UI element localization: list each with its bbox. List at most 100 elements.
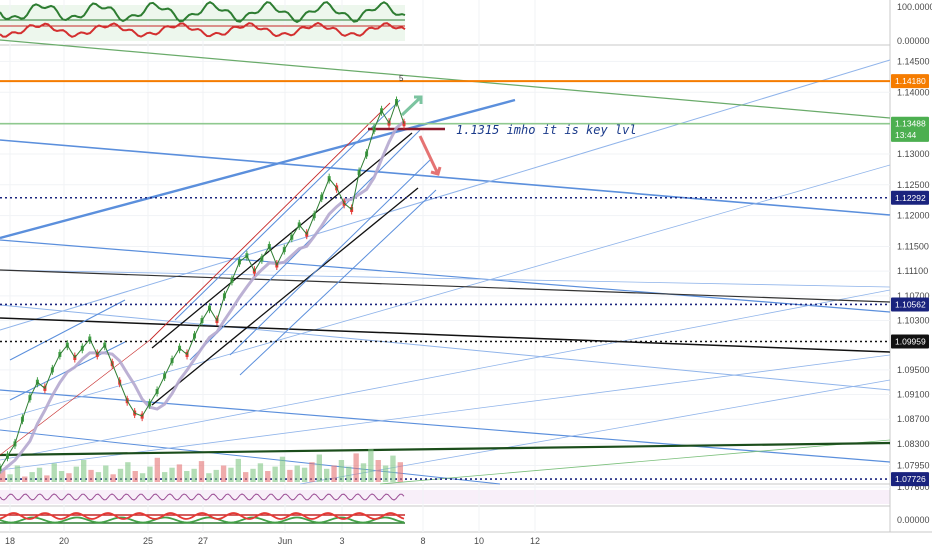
bottom-osc-purple-line [0, 493, 405, 501]
price-series-layer [0, 96, 406, 474]
volume-bar-16 [117, 468, 124, 482]
price-tick-label: 1.07950 [897, 460, 930, 470]
price-tick-label: 1.10700 [897, 291, 930, 301]
volume-bar-4 [29, 472, 35, 482]
trendline-14 [0, 317, 891, 353]
up-arrow-icon [400, 95, 423, 117]
volume-bar-39 [287, 469, 293, 482]
volume-bar-49 [360, 463, 367, 482]
volume-bar-13 [95, 472, 102, 482]
trendline-2 [0, 304, 891, 391]
grid-layer [0, 0, 890, 532]
bottom-osc-red-line [0, 512, 405, 520]
volume-bar-46 [338, 460, 345, 482]
peak-label: 5 [399, 74, 404, 83]
volume-bar-38 [279, 456, 286, 482]
volume-bar-34 [250, 468, 256, 482]
top-osc-green-line [0, 1, 406, 24]
time-tick-label: 18 [5, 536, 15, 546]
price-tick-label: 1.09500 [897, 365, 930, 375]
volume-bar-15 [110, 474, 116, 482]
price-tick-label: 1.10300 [897, 316, 930, 326]
volume-bar-32 [235, 458, 241, 482]
bottom-osc-green-line [0, 516, 405, 524]
volume-bar-36 [265, 471, 271, 482]
volume-bar-24 [176, 464, 183, 482]
moving-average-line [0, 120, 405, 474]
volume-bar-50 [368, 449, 374, 482]
trendline-21 [229, 159, 431, 356]
main-pane-bg [0, 46, 890, 484]
level-tag-label: 1.07726 [895, 474, 926, 484]
annotation-text: 1.1315 imho it is key lvl [456, 123, 637, 137]
down-arrow-icon [418, 135, 442, 176]
volume-bar-42 [309, 462, 315, 482]
time-axis: 18 20 25 27 Jun 3 8 10 12 [5, 536, 540, 546]
volume-bar-5 [36, 467, 43, 482]
indicator-layer [0, 1, 406, 524]
time-tick-label: 20 [59, 536, 69, 546]
price-tick-label: 1.14500 [897, 56, 930, 66]
trendline-4 [0, 429, 501, 485]
volume-bar-25 [184, 471, 190, 482]
volume-bar-35 [257, 463, 264, 482]
volume-bar-40 [294, 465, 300, 482]
volume-bar-0 [0, 469, 6, 482]
volume-layer [0, 449, 403, 482]
volume-bar-54 [397, 462, 403, 482]
volume-bar-18 [132, 471, 138, 482]
top-osc-red-line [0, 21, 406, 38]
trendline-20 [189, 129, 421, 361]
volume-bar-30 [220, 465, 227, 482]
volume-bar-44 [324, 468, 330, 482]
time-tick-label: 8 [420, 536, 425, 546]
trendline-18 [151, 187, 419, 406]
time-tick-label: 3 [339, 536, 344, 546]
level-tag-6 [891, 472, 929, 487]
trendline-12 [379, 439, 891, 485]
level-tag-label: 1.09959 [895, 336, 926, 346]
price-tick-label: 1.11500 [897, 241, 929, 251]
volume-bar-53 [390, 455, 396, 482]
volume-bar-3 [22, 476, 28, 482]
volume-bar-51 [375, 460, 381, 482]
trendline-10 [0, 354, 891, 471]
volume-bar-14 [103, 465, 109, 482]
volume-bar-43 [316, 454, 322, 482]
time-tick-label: 27 [198, 536, 208, 546]
price-axis: 1.14500 1.14000 1.13000 1.12500 1.12000 1.115… [891, 2, 932, 525]
price-tick-label: 1.08700 [897, 414, 930, 424]
volume-bar-20 [147, 466, 153, 482]
volume-bar-45 [331, 465, 337, 482]
price-tick-label: 1.07600 [897, 482, 930, 492]
top-indicator-tick: 100.00000 [897, 2, 932, 12]
level-tag-label: 1.13488 [895, 119, 926, 129]
bottom-indicator-tick: 0.00000 [897, 515, 930, 525]
time-tick-label: Jun [278, 536, 293, 546]
trendline-23 [149, 102, 391, 341]
volume-bar-19 [139, 473, 146, 482]
trendline-15 [0, 441, 891, 457]
level-tag-label: 1.10562 [895, 299, 926, 309]
volume-bar-47 [346, 466, 352, 482]
volume-bar-29 [213, 469, 219, 482]
price-tick-label: 1.14000 [897, 87, 930, 97]
trendline-1 [0, 239, 891, 313]
trendline-22 [239, 189, 437, 376]
price-line [0, 99, 405, 469]
trendline-24 [0, 339, 151, 456]
trendline-19 [174, 99, 401, 321]
volume-bar-27 [198, 461, 205, 482]
trendline-13 [0, 269, 891, 303]
volume-bar-48 [353, 453, 359, 482]
trendline-25 [9, 299, 126, 361]
candle-body-0 [0, 466, 2, 472]
level-tag-3 [891, 190, 929, 205]
volume-bar-37 [272, 466, 278, 482]
trendline-8 [0, 164, 891, 421]
volume-bar-28 [206, 473, 212, 482]
volume-bar-10 [73, 466, 79, 482]
trendlines-layer [0, 39, 891, 485]
price-tick-label: 1.09100 [897, 390, 930, 400]
